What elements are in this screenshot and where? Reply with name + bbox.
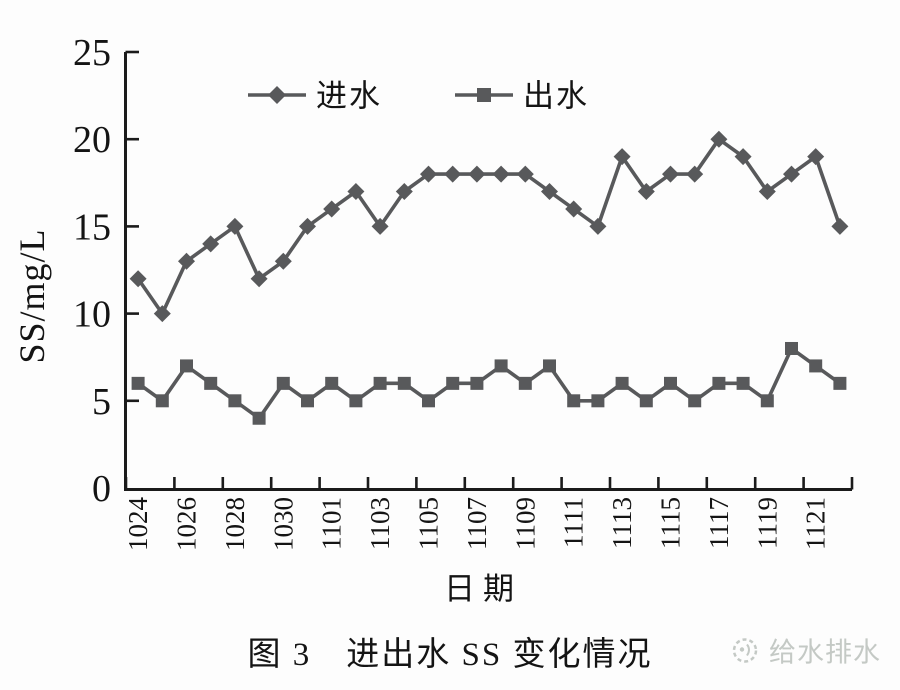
effluent-marker bbox=[736, 376, 750, 390]
y-tick-label: 25 bbox=[73, 32, 111, 74]
effluent-marker bbox=[760, 394, 774, 408]
effluent-marker bbox=[349, 394, 363, 408]
influent-marker bbox=[347, 183, 365, 201]
influent-marker bbox=[444, 165, 462, 183]
effluent-marker bbox=[470, 376, 484, 390]
watermark: 给水排水 bbox=[729, 631, 881, 670]
axis-frame bbox=[124, 52, 852, 491]
effluent-marker bbox=[494, 359, 508, 373]
influent-marker bbox=[299, 217, 316, 235]
influent-marker bbox=[662, 165, 679, 183]
effluent-marker bbox=[664, 376, 677, 390]
x-tick-label: 1115 bbox=[656, 497, 686, 549]
influent-marker bbox=[468, 165, 486, 183]
watermark-text: 给水排水 bbox=[769, 637, 881, 668]
x-tick-label: 1107 bbox=[462, 497, 492, 550]
influent-marker bbox=[274, 252, 292, 270]
effluent-marker bbox=[397, 376, 411, 390]
x-tick-label: 1101 bbox=[317, 497, 347, 550]
influent-marker bbox=[589, 217, 607, 235]
effluent-marker bbox=[204, 376, 218, 390]
effluent-marker bbox=[809, 359, 823, 373]
effluent-marker bbox=[518, 376, 532, 390]
influent-marker bbox=[371, 217, 389, 235]
y-axis-title: SS/mg/L bbox=[12, 228, 52, 364]
influent-marker bbox=[129, 270, 147, 288]
x-tick-label: 1103 bbox=[365, 497, 395, 550]
influent-marker bbox=[250, 270, 268, 288]
influent-marker bbox=[710, 130, 728, 148]
influent-marker bbox=[516, 165, 534, 183]
y-tick-label: 5 bbox=[92, 381, 111, 423]
effluent-marker bbox=[422, 394, 435, 408]
effluent-marker bbox=[131, 376, 145, 390]
effluent-marker bbox=[833, 376, 847, 390]
influent-marker bbox=[637, 183, 655, 201]
figure-caption: 图 3 进出水 SS 变化情况 bbox=[247, 637, 653, 673]
influent-marker bbox=[541, 183, 558, 201]
effluent-marker bbox=[615, 376, 629, 390]
legend-effluent-label: 出水 bbox=[523, 79, 589, 114]
effluent-marker bbox=[155, 394, 169, 408]
x-tick-label: 1121 bbox=[801, 497, 831, 550]
y-tick-label: 20 bbox=[73, 119, 111, 161]
effluent-marker bbox=[180, 359, 193, 373]
x-tick-label: 1111 bbox=[559, 497, 589, 548]
effluent-marker bbox=[639, 394, 653, 408]
influent-marker bbox=[395, 183, 413, 201]
effluent-marker bbox=[543, 359, 556, 373]
effluent-marker bbox=[325, 376, 339, 390]
effluent-marker bbox=[446, 376, 460, 390]
y-tick-label: 15 bbox=[73, 206, 111, 248]
x-tick-label: 1113 bbox=[607, 497, 637, 549]
influent-marker bbox=[565, 200, 583, 218]
x-tick-label: 1024 bbox=[123, 497, 153, 552]
influent-marker bbox=[807, 148, 825, 166]
x-tick-label: 1119 bbox=[752, 497, 782, 549]
effluent-marker bbox=[785, 341, 798, 355]
effluent-marker bbox=[252, 411, 266, 425]
y-tick-label: 10 bbox=[73, 294, 111, 336]
legend-effluent-marker bbox=[477, 88, 491, 102]
influent-marker bbox=[178, 252, 195, 270]
influent-marker bbox=[783, 165, 800, 183]
effluent-marker bbox=[591, 394, 605, 408]
influent-marker bbox=[492, 165, 510, 183]
effluent-marker bbox=[228, 394, 242, 408]
effluent-marker bbox=[688, 394, 702, 408]
x-tick-label: 1109 bbox=[510, 497, 540, 550]
influent-marker bbox=[831, 217, 849, 235]
effluent-marker bbox=[276, 376, 290, 390]
influent-marker bbox=[420, 165, 437, 183]
legend-influent-marker bbox=[268, 86, 286, 104]
influent-marker bbox=[202, 235, 220, 253]
effluent-marker bbox=[373, 376, 387, 390]
influent-marker bbox=[323, 200, 341, 218]
watermark-logo bbox=[732, 637, 758, 663]
influent-marker bbox=[734, 148, 752, 166]
influent-marker bbox=[686, 165, 704, 183]
influent-marker bbox=[758, 183, 776, 201]
x-tick-label: 1117 bbox=[704, 497, 734, 549]
effluent-marker bbox=[567, 394, 581, 408]
influent-marker bbox=[153, 305, 171, 323]
y-tick-label: 0 bbox=[92, 468, 111, 510]
effluent-marker bbox=[712, 376, 726, 390]
x-tick-label: 1030 bbox=[268, 497, 298, 551]
x-tick-label: 1026 bbox=[172, 497, 202, 551]
effluent-line bbox=[137, 346, 841, 421]
influent-marker bbox=[226, 217, 244, 235]
legend-influent-label: 进水 bbox=[316, 79, 382, 114]
x-axis-title: 日期 bbox=[444, 571, 522, 607]
x-tick-label: 1028 bbox=[220, 497, 250, 551]
effluent-marker bbox=[301, 394, 314, 408]
x-tick-label: 1105 bbox=[414, 497, 444, 550]
influent-marker bbox=[613, 148, 631, 166]
